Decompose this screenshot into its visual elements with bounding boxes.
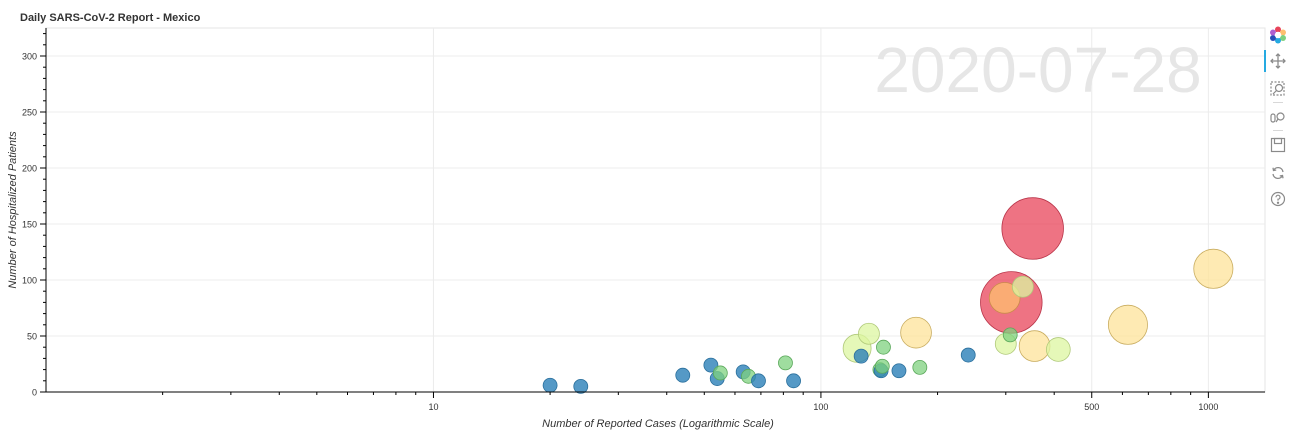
y-axis-label: Number of Hospitalized Patients [7,131,19,289]
bokeh-logo-icon[interactable] [1266,24,1290,46]
pan-icon[interactable] [1264,50,1290,72]
x-axis-label: Number of Reported Cases (Logarithmic Sc… [542,418,774,430]
wheel-zoom-icon[interactable] [1266,106,1290,128]
y-tick-label: 0 [32,388,37,398]
date-watermark: 2020-07-28 [874,34,1201,106]
data-points [542,197,1234,394]
data-point [1193,248,1234,289]
y-tick-label: 150 [22,220,37,230]
x-tick-label: 1000 [1198,402,1218,412]
data-point [858,322,880,345]
data-point [712,365,728,381]
data-point [675,367,691,383]
data-point [988,282,1021,314]
data-point [874,358,890,374]
data-point [1002,327,1018,343]
data-point [1107,304,1148,345]
data-point [853,348,869,364]
y-tick-label: 100 [22,276,37,286]
x-tick-label: 500 [1084,402,1099,412]
data-point [1011,275,1034,298]
reset-icon[interactable] [1266,162,1290,184]
y-tick-label: 50 [27,332,37,342]
plot-area [45,27,1266,393]
y-tick-label: 200 [22,164,37,174]
help-icon[interactable] [1266,188,1290,210]
data-point [786,373,801,389]
save-icon[interactable] [1266,134,1290,156]
x-tick-label: 100 [813,402,828,412]
plot-toolbar [1262,24,1294,214]
data-point [1001,197,1064,260]
data-point [1018,330,1051,362]
data-point [542,377,558,393]
y-axis: 0 50 100 150 200 250 300 [22,33,46,398]
x-axis: 10 100 500 1000 [162,392,1218,412]
data-point [751,373,766,389]
box-zoom-icon[interactable] [1266,78,1290,100]
data-point [912,359,928,375]
data-point [900,316,932,349]
data-point [891,363,907,379]
grid-lines [46,28,1265,392]
data-point [573,378,589,394]
chart-title: Daily SARS-CoV-2 Report - Mexico [20,12,201,24]
data-point [876,339,891,355]
data-point [960,347,976,363]
x-tick-label: 10 [428,402,438,412]
data-point [778,355,793,371]
y-tick-label: 250 [22,108,37,118]
y-tick-label: 300 [22,52,37,62]
data-point [1046,337,1071,362]
